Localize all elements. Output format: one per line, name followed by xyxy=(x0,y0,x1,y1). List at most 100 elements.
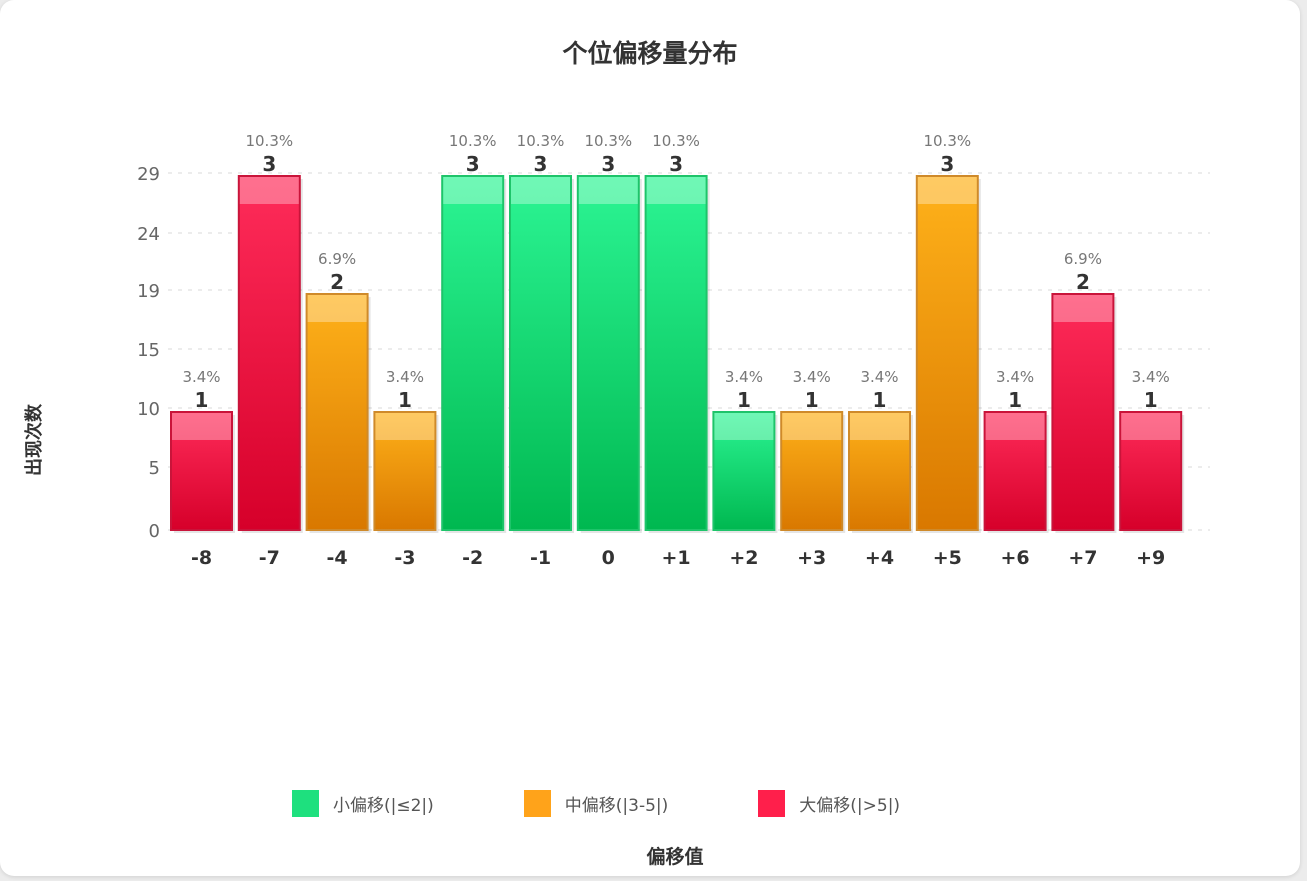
y-tick-label: 0 xyxy=(149,521,160,542)
y-tick-label: 29 xyxy=(137,164,160,185)
bar-count-label: 2 xyxy=(1076,270,1090,294)
bar-body xyxy=(983,411,1047,531)
bar-percent-label: 3.4% xyxy=(386,368,424,386)
bar-body xyxy=(848,411,911,531)
bar--8[interactable]: 1 3.4% xyxy=(170,368,235,533)
bar-highlight xyxy=(1121,413,1181,440)
bar-body xyxy=(237,175,301,531)
bar-highlight xyxy=(172,413,231,440)
bar-+1[interactable]: 3 10.3% xyxy=(644,132,710,533)
legend-item-large[interactable]: 大偏移(|>5|) xyxy=(758,790,900,817)
x-tick-label: -1 xyxy=(530,547,551,569)
legend-label-small: 小偏移(|≤2|) xyxy=(333,796,434,816)
bar-count-label: 1 xyxy=(398,388,412,412)
bar-count-label: 1 xyxy=(1008,388,1022,412)
bar-+4[interactable]: 1 3.4% xyxy=(848,368,913,533)
x-tick-label: -3 xyxy=(394,547,415,569)
bar-body xyxy=(712,411,776,531)
bar-+9[interactable]: 1 3.4% xyxy=(1119,368,1185,533)
bar-body xyxy=(1119,411,1183,531)
y-tick-label: 5 xyxy=(149,458,160,479)
bar-highlight xyxy=(714,413,774,440)
bar-percent-label: 10.3% xyxy=(652,132,700,150)
bar-+6[interactable]: 1 3.4% xyxy=(983,368,1049,533)
bar-count-label: 1 xyxy=(805,388,819,412)
bar-count-label: 3 xyxy=(466,152,480,176)
x-tick-label: -8 xyxy=(191,547,212,569)
bar-highlight xyxy=(985,413,1045,440)
x-axis-ticks: -8 -7 -4 -3 -2 -1 0 +1 +2 +3 +4 +5 +6 +7 +9 xyxy=(191,547,1165,569)
bar-percent-label: 10.3% xyxy=(584,132,632,150)
x-tick-label: +3 xyxy=(797,547,826,569)
bar-highlight xyxy=(850,413,909,440)
bar-percent-label: 3.4% xyxy=(860,368,898,386)
bar--2[interactable]: 3 10.3% xyxy=(441,132,507,533)
x-tick-label: -4 xyxy=(327,547,348,569)
x-tick-label: -7 xyxy=(259,547,280,569)
y-axis-ticks: 0 5 10 15 19 24 29 xyxy=(137,164,160,542)
legend-item-medium[interactable]: 中偏移(|3-5|) xyxy=(523,790,668,817)
bar--3[interactable]: 1 3.4% xyxy=(373,368,439,533)
x-tick-label: +7 xyxy=(1068,547,1097,569)
bar-percent-label: 3.4% xyxy=(182,368,220,386)
bar-percent-label: 3.4% xyxy=(793,368,831,386)
bar-body xyxy=(780,411,844,531)
bar-highlight xyxy=(375,413,435,440)
bar-body xyxy=(644,175,708,531)
bar-+2[interactable]: 1 3.4% xyxy=(712,368,778,533)
bar-percent-label: 10.3% xyxy=(245,132,293,150)
x-tick-label: -2 xyxy=(462,547,483,569)
bar-count-label: 1 xyxy=(873,388,887,412)
bar-percent-label: 10.3% xyxy=(449,132,497,150)
bar-+7[interactable]: 2 6.9% xyxy=(1051,250,1117,533)
bar-highlight xyxy=(578,177,638,204)
x-tick-label: +4 xyxy=(865,547,894,569)
bar-highlight xyxy=(511,177,570,204)
bar-percent-label: 3.4% xyxy=(996,368,1034,386)
bar-highlight xyxy=(443,177,503,204)
bar-count-label: 1 xyxy=(195,388,209,412)
x-axis-label: 偏移值 xyxy=(646,846,704,868)
bar-highlight xyxy=(782,413,842,440)
legend-item-small[interactable]: 小偏移(|≤2|) xyxy=(292,790,434,817)
bar-count-label: 1 xyxy=(1144,388,1158,412)
bar-count-label: 3 xyxy=(534,152,548,176)
bar-percent-label: 6.9% xyxy=(318,250,356,268)
bar-0[interactable]: 3 10.3% xyxy=(576,132,642,533)
bar-body xyxy=(305,293,369,531)
x-tick-label: 0 xyxy=(602,547,615,569)
bar-body xyxy=(373,411,437,531)
bar-percent-label: 10.3% xyxy=(517,132,565,150)
bar-+5[interactable]: 3 10.3% xyxy=(915,132,981,533)
bar-percent-label: 3.4% xyxy=(725,368,763,386)
bar-count-label: 3 xyxy=(669,152,683,176)
chart-title: 个位偏移量分布 xyxy=(562,39,738,68)
bar-body xyxy=(441,175,505,531)
bar-count-label: 1 xyxy=(737,388,751,412)
bar-body xyxy=(509,175,572,531)
legend-label-large: 大偏移(|>5|) xyxy=(799,796,901,816)
bar-count-label: 2 xyxy=(330,270,344,294)
bar-percent-label: 10.3% xyxy=(923,132,971,150)
bar-percent-label: 6.9% xyxy=(1064,250,1102,268)
bar-body xyxy=(576,175,640,531)
legend-swatch-medium xyxy=(523,790,551,817)
x-tick-label: +5 xyxy=(933,547,962,569)
x-tick-label: +1 xyxy=(662,547,691,569)
bar--7[interactable]: 3 10.3% xyxy=(237,132,303,533)
bar-count-label: 3 xyxy=(262,152,276,176)
bar-highlight xyxy=(646,177,706,204)
bar--4[interactable]: 2 6.9% xyxy=(305,250,371,533)
bar--1[interactable]: 3 10.3% xyxy=(509,132,574,533)
legend-swatch-small xyxy=(292,790,319,817)
bar-highlight xyxy=(307,295,367,322)
bar-body xyxy=(1051,293,1115,531)
y-tick-label: 19 xyxy=(137,281,160,302)
y-tick-label: 10 xyxy=(137,399,160,420)
bar-+3[interactable]: 1 3.4% xyxy=(780,368,846,533)
bar-body xyxy=(170,411,233,531)
bar-highlight xyxy=(239,177,299,204)
bar-highlight xyxy=(1053,295,1113,322)
